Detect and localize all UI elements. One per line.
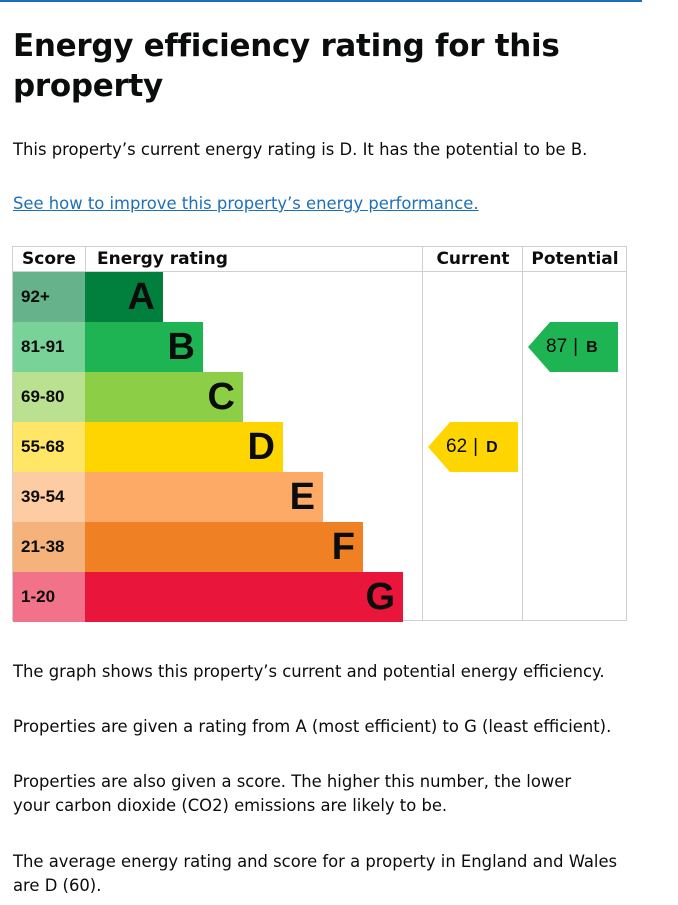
improve-performance-link[interactable]: See how to improve this property’s energ…: [13, 194, 479, 213]
band-score-range: 21-38: [13, 522, 85, 572]
column-divider: [522, 247, 523, 620]
potential-score: 87: [546, 336, 568, 357]
potential-rating-arrow: 87 | B: [528, 322, 618, 372]
rating-band-d: 55-68 D: [13, 422, 422, 472]
score-explanation: Properties are also given a score. The h…: [13, 772, 572, 815]
graph-explanation: The graph shows this property’s current …: [13, 662, 605, 681]
potential-letter: B: [586, 339, 598, 356]
header-energy-rating: Energy rating: [97, 249, 228, 269]
band-bar: A: [85, 272, 163, 322]
current-rating-arrow: 62 | D: [428, 422, 518, 472]
current-separator: |: [473, 436, 479, 457]
band-score-range: 39-54: [13, 472, 85, 522]
band-score-range: 92+: [13, 272, 85, 322]
band-score-range: 81-91: [13, 322, 85, 372]
band-bar: B: [85, 322, 203, 372]
rating-explanation: Properties are given a rating from A (mo…: [13, 717, 612, 736]
band-score-range: 55-68: [13, 422, 85, 472]
header-score: Score: [22, 249, 76, 269]
header-divider: [13, 271, 626, 272]
band-bar: E: [85, 472, 323, 522]
rating-band-g: 1-20 G: [13, 572, 422, 622]
band-bar: F: [85, 522, 363, 572]
rating-band-c: 69-80 C: [13, 372, 422, 422]
rating-band-b: 81-91 B: [13, 322, 422, 372]
top-rule: [0, 0, 642, 2]
rating-band-a: 92+ A: [13, 272, 422, 322]
energy-rating-chart: Score Energy rating Current Potential 92…: [12, 246, 627, 622]
band-bar: G: [85, 572, 403, 622]
current-letter: D: [486, 439, 498, 456]
potential-separator: |: [573, 336, 579, 357]
band-score-range: 1-20: [13, 572, 85, 622]
column-divider: [85, 247, 86, 271]
rating-band-e: 39-54 E: [13, 472, 422, 522]
header-current: Current: [436, 249, 510, 269]
rating-band-f: 21-38 F: [13, 522, 422, 572]
header-potential: Potential: [531, 249, 619, 269]
column-divider: [422, 247, 423, 620]
average-rating-note: The average energy rating and score for …: [13, 852, 618, 895]
current-rating-summary: This property’s current energy rating is…: [13, 140, 588, 159]
band-score-range: 69-80: [13, 372, 85, 422]
band-bar: D: [85, 422, 283, 472]
page-title: Energy efficiency rating for this proper…: [13, 28, 560, 104]
current-score: 62: [446, 436, 468, 457]
band-bar: C: [85, 372, 243, 422]
